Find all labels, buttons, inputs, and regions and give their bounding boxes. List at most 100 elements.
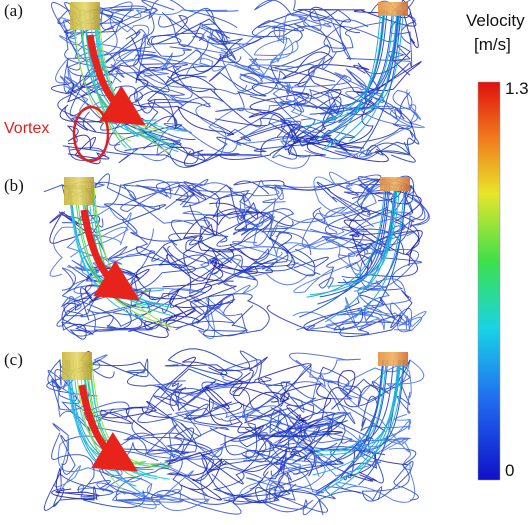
outlet-streamline [326,184,398,287]
streamline [61,287,162,335]
streamline [263,448,361,500]
flow-arrow [78,384,138,472]
outlet-streamline [319,9,395,123]
streamline [284,413,412,477]
streamline [297,6,365,34]
streamline [51,467,100,501]
streamline [62,302,132,340]
streamline [304,107,412,160]
outlet [378,2,408,16]
streamline [237,37,299,75]
streamline [282,51,410,94]
streamline [152,376,272,411]
panel-label: (a) [4,1,23,20]
outlet-streamline [316,359,399,495]
outlet-streamline [365,184,407,321]
streamline [226,246,289,275]
streamline [205,386,309,440]
flow-arrow [80,209,140,301]
streamline [198,209,274,274]
streamline [55,1,133,94]
streamline [312,181,406,236]
streamline [145,382,293,435]
streamline [245,467,324,501]
streamline [135,34,242,84]
streamline [303,307,403,338]
streamline [187,293,270,337]
streamline [262,198,356,257]
streamline [268,236,329,277]
inlet [70,2,100,30]
streamline [63,8,155,64]
streamline [189,204,272,281]
streamline [60,295,175,328]
streamline [309,228,419,305]
streamline [61,181,106,228]
streamline [199,442,301,503]
jet-streamline [67,359,137,487]
outlet-streamline [312,359,385,452]
streamline [226,98,336,142]
outlet-streamline [354,184,406,319]
streamline [219,51,337,92]
streamline [143,136,316,156]
streamline [345,184,430,269]
streamline [292,364,410,453]
streamline [251,9,347,53]
outlet-streamline [325,359,384,463]
outlet-streamline [324,359,401,499]
inlet [64,177,94,205]
streamline [350,228,423,269]
streamline [342,359,425,399]
streamline [208,363,312,407]
colorbar [477,81,501,481]
streamline [158,246,299,295]
streamline [146,18,251,68]
streamline [132,51,193,107]
outlet-streamline [328,359,404,484]
streamline [326,231,416,331]
colorbar-title: Velocity [466,11,525,30]
streamline [273,9,333,44]
streamline [179,184,312,256]
flow-arrow [86,34,146,126]
streamline [90,173,172,210]
streamline [59,104,195,156]
inlet [62,352,92,380]
streamline [49,226,123,303]
streamline [137,380,291,424]
streamline [318,225,404,289]
streamline [279,102,364,145]
outlet-streamline [317,184,389,305]
streamline [199,240,315,291]
streamline [166,451,227,501]
vortex-circle [72,105,110,163]
streamline [254,0,369,60]
streamline [215,69,310,138]
streamline [95,9,193,57]
outlet-streamline [329,359,387,452]
streamline [230,420,348,448]
streamline [331,359,411,432]
flow-panel [43,171,430,340]
streamline [184,58,336,123]
streamline [157,381,243,412]
outlet-streamline [322,9,385,128]
streamline [361,449,419,502]
streamline [88,386,260,426]
streamline [270,44,342,115]
colorbar-min: 0 [505,461,514,480]
streamline [64,58,168,113]
streamline [61,301,154,337]
panels [43,0,430,516]
streamline [112,292,248,337]
panel-label: (b) [4,176,24,195]
streamline [287,89,389,163]
streamline [61,203,194,242]
streamline [266,290,413,331]
streamline [46,358,98,401]
outlet-streamline [353,184,396,292]
outlet-streamline [318,9,384,139]
outlet-streamline [310,184,401,296]
